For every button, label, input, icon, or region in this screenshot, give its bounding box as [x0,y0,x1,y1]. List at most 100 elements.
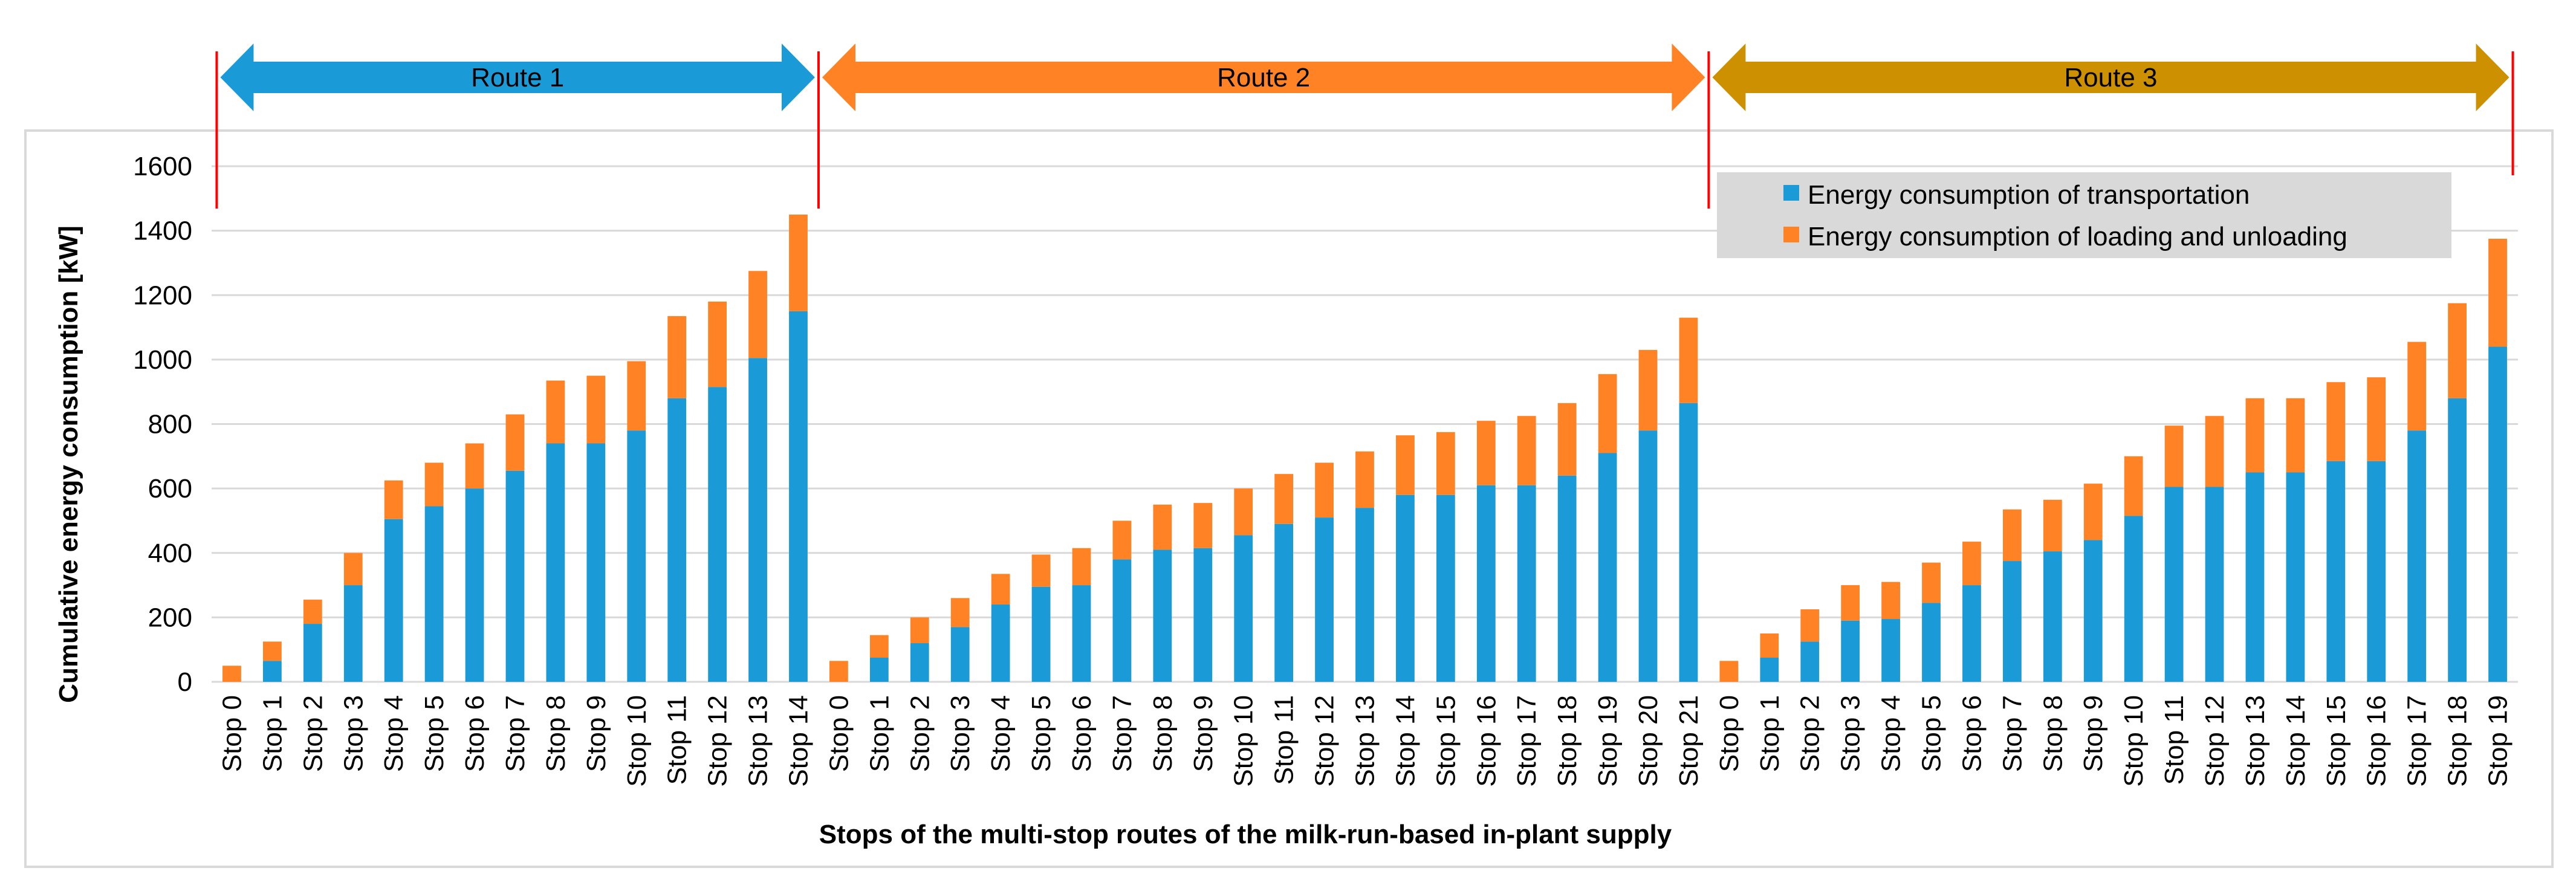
bar-transportation [1598,453,1617,682]
bar-transportation [343,585,363,682]
y-tick-label: 200 [148,603,192,632]
x-tick-label: Stop 9 [1189,695,1218,772]
x-tick-label: Stop 5 [420,695,449,772]
y-tick-label: 1000 [133,345,192,375]
bar-loading-unloading [1355,451,1374,508]
x-tick-label: Stop 13 [744,695,773,787]
bar-loading-unloading [2407,342,2427,431]
x-tick-label: Stop 5 [1027,695,1056,772]
bar-transportation [2448,398,2467,682]
x-tick-label: Stop 2 [1796,695,1825,772]
bar-transportation [1153,549,1172,682]
bar-transportation [950,627,970,682]
bar-loading-unloading [1598,374,1617,453]
x-tick-label: Stop 4 [1877,695,1906,772]
bar-transportation [1476,485,1496,682]
x-tick-label: Stop 1 [258,695,287,772]
bar-loading-unloading [2083,484,2103,540]
bar-transportation [1315,517,1334,682]
x-axis-ticks: Stop 0 Stop 1 Stop 2 Stop 3 Stop 4 Stop 5 Stop… [217,695,2513,787]
bar-loading-unloading [1841,585,1860,621]
x-tick-label: Stop 5 [1917,695,1947,772]
bar-transportation [789,311,808,682]
bar-loading-unloading [2245,398,2265,473]
bar-loading-unloading [2205,416,2224,487]
bar-loading-unloading [1072,548,1091,586]
bar-transportation [869,658,889,682]
bar-loading-unloading [1193,503,1213,548]
bar-loading-unloading [627,361,646,431]
x-tick-label: Stop 21 [1674,695,1704,787]
x-tick-label: Stop 10 [622,695,652,787]
bar-transportation [586,443,606,682]
x-tick-label: Stop 17 [1512,695,1542,787]
x-tick-label: Stop 11 [1270,695,1299,785]
y-tick-label: 800 [148,410,192,439]
bar-loading-unloading [2043,499,2062,552]
x-tick-label: Stop 7 [1108,695,1137,772]
bar-loading-unloading [424,462,444,507]
bar-loading-unloading [950,598,970,627]
x-tick-label: Stop 15 [2321,695,2351,787]
x-tick-label: Stop 0 [1715,695,1744,772]
x-tick-label: Stop 14 [784,695,813,787]
legend-label-loading: Energy consumption of loading and unload… [1808,222,2347,251]
bar-loading-unloading [1476,421,1496,485]
bar-loading-unloading [667,316,687,398]
bar-loading-unloading [2326,382,2346,461]
bar-loading-unloading [1274,474,1294,524]
bar-transportation [2488,346,2507,682]
y-tick-label: 1200 [133,280,192,310]
bar-transportation [627,430,646,682]
bar-loading-unloading [1962,542,1981,586]
bar-transportation [2002,561,2022,682]
bar-transportation [505,470,525,682]
bar-transportation [667,398,687,682]
bar-transportation [1436,494,1455,682]
bar-transportation [748,358,767,682]
bar-transportation [2326,461,2346,682]
bar-loading-unloading [2367,377,2386,461]
bar-transportation [1922,603,1941,682]
bar-loading-unloading [748,271,767,358]
x-tick-label: Stop 6 [1067,695,1097,772]
bar-transportation [991,604,1010,682]
bar-transportation [1193,548,1213,682]
bar-loading-unloading [343,552,363,586]
bar-loading-unloading [1800,609,1820,642]
route-banners: Route 1 Route 2 Route 3 [215,44,2514,209]
bar-transportation [1517,485,1536,682]
x-tick-label: Stop 4 [379,695,409,772]
x-tick-label: Stop 1 [1755,695,1785,772]
bar-loading-unloading [1234,488,1253,536]
bar-loading-unloading [1436,432,1455,495]
bar-transportation [546,443,565,682]
bar-transportation [910,643,929,682]
x-tick-label: Stop 6 [460,695,490,772]
y-tick-label: 400 [148,539,192,568]
x-tick-label: Stop 7 [1997,695,2027,772]
bar-loading-unloading [1315,462,1334,518]
bar-transportation [2043,551,2062,682]
bar-loading-unloading [586,375,606,444]
x-tick-label: Stop 8 [2038,695,2068,772]
x-tick-label: Stop 11 [2159,695,2189,785]
route-1-label: Route 1 [471,63,564,92]
bar-loading-unloading [910,617,929,644]
bar-transportation [1800,641,1820,682]
bar-transportation [424,506,444,682]
bar-loading-unloading [2488,238,2507,347]
bar-transportation [1355,508,1374,682]
x-tick-label: Stop 17 [2402,695,2432,787]
legend-background [1717,172,2451,258]
bar-transportation [263,661,282,682]
bar-transportation [708,387,727,682]
x-tick-label: Stop 8 [541,695,571,772]
bar-loading-unloading [2286,398,2305,473]
x-tick-label: Stop 10 [2119,695,2149,787]
bar-transportation [1841,620,1860,682]
bar-loading-unloading [465,443,484,489]
x-tick-label: Stop 2 [298,695,328,772]
x-tick-label: Stop 1 [865,695,894,772]
bar-loading-unloading [505,414,525,471]
